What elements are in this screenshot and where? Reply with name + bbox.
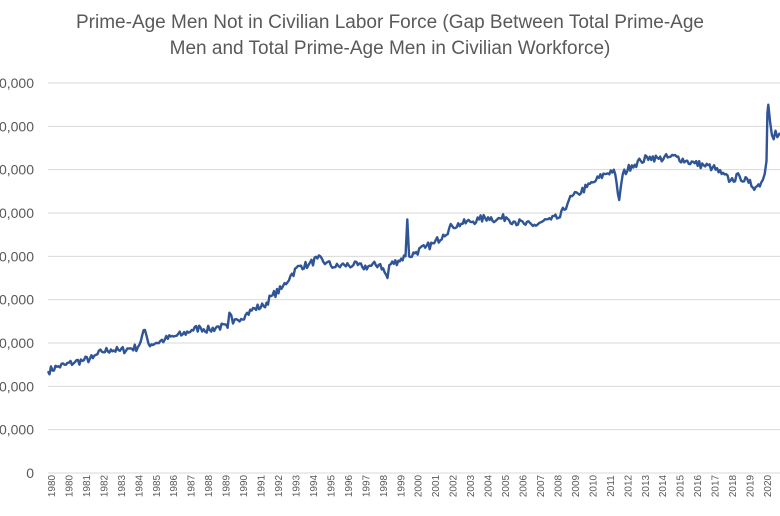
x-tick-label: 2004 <box>484 474 495 497</box>
x-tick-label: 1992 <box>274 474 285 497</box>
gridlines <box>48 82 780 474</box>
x-tick-label: 1983 <box>117 474 128 497</box>
x-tick-label: 1988 <box>204 474 215 497</box>
x-tick-label: 2017 <box>711 474 722 497</box>
chart-title-line-1: Prime-Age Men Not in Civilian Labor Forc… <box>76 12 704 33</box>
x-tick-label: 2016 <box>693 474 704 497</box>
x-tick-label: 1985 <box>152 474 163 497</box>
x-tick-label: 1987 <box>187 474 198 497</box>
x-tick-label: 1989 <box>222 474 233 497</box>
x-tick-label: 2012 <box>623 474 634 497</box>
x-tick-label: 2008 <box>553 474 564 497</box>
x-tick-label: 2003 <box>466 474 477 497</box>
x-tick-label: 2015 <box>676 474 687 497</box>
y-tick-label: 1,000,000 <box>0 422 34 438</box>
x-tick-label: 2014 <box>658 474 669 497</box>
x-tick-label: 2013 <box>641 474 652 497</box>
x-tick-label: 1990 <box>239 474 250 497</box>
x-tick-label: 2019 <box>746 474 757 497</box>
x-tick-label: 1986 <box>169 474 180 497</box>
y-tick-label: 8,000,000 <box>0 118 34 134</box>
y-tick-label: 6,000,000 <box>0 205 34 221</box>
x-tick-label: 1997 <box>361 474 372 497</box>
x-tick-label: 2000 <box>414 474 425 497</box>
x-tick-label: 2006 <box>519 474 530 497</box>
x-tick-label: 2001 <box>431 474 442 497</box>
x-axis-ticks: 1980 1980 1981 1982 1983 1984 1985 1986 1987 1988… <box>47 474 774 497</box>
y-tick-label: 5,000,000 <box>0 248 34 264</box>
x-tick-label: 2010 <box>588 474 599 497</box>
x-tick-label: 2002 <box>449 474 460 497</box>
y-axis-ticks: 0 1,000,000 2,000,000 3,000,000 4,000,000 5,0… <box>0 75 34 481</box>
x-tick-label: 1995 <box>326 474 337 497</box>
x-tick-label: 1994 <box>309 474 320 497</box>
x-tick-label: 2018 <box>728 474 739 497</box>
chart-title-line-2: Men and Total Prime-Age Men in Civilian … <box>169 38 611 59</box>
x-tick-label: 2011 <box>606 475 617 497</box>
x-tick-label: 1991 <box>257 474 268 497</box>
x-tick-label: 1998 <box>379 474 390 497</box>
series-layer <box>46 103 780 376</box>
y-tick-label: 4,000,000 <box>0 292 34 308</box>
x-tick-label: 1982 <box>99 474 110 497</box>
series-line <box>46 103 780 376</box>
y-tick-label: 2,000,000 <box>0 378 34 394</box>
y-tick-label: 3,000,000 <box>0 335 34 351</box>
x-tick-label: 1984 <box>134 474 145 497</box>
x-tick-label: 1993 <box>291 474 302 497</box>
chart-title: Prime-Age Men Not in Civilian Labor Forc… <box>0 10 780 62</box>
x-tick-label: 1999 <box>396 474 407 497</box>
y-tick-label: 0 <box>26 465 34 481</box>
x-tick-label: 2007 <box>536 474 547 497</box>
x-tick-label: 1980 <box>64 474 75 497</box>
x-tick-label: 2005 <box>501 474 512 497</box>
x-tick-label: 1981 <box>82 474 93 497</box>
x-tick-label: 2009 <box>571 474 582 497</box>
y-tick-label: 7,000,000 <box>0 162 34 178</box>
x-tick-label: 1996 <box>344 474 355 497</box>
x-tick-label: 2020 <box>763 474 774 497</box>
y-tick-label: 9,000,000 <box>0 75 34 91</box>
x-tick-label: 1980 <box>47 474 58 497</box>
